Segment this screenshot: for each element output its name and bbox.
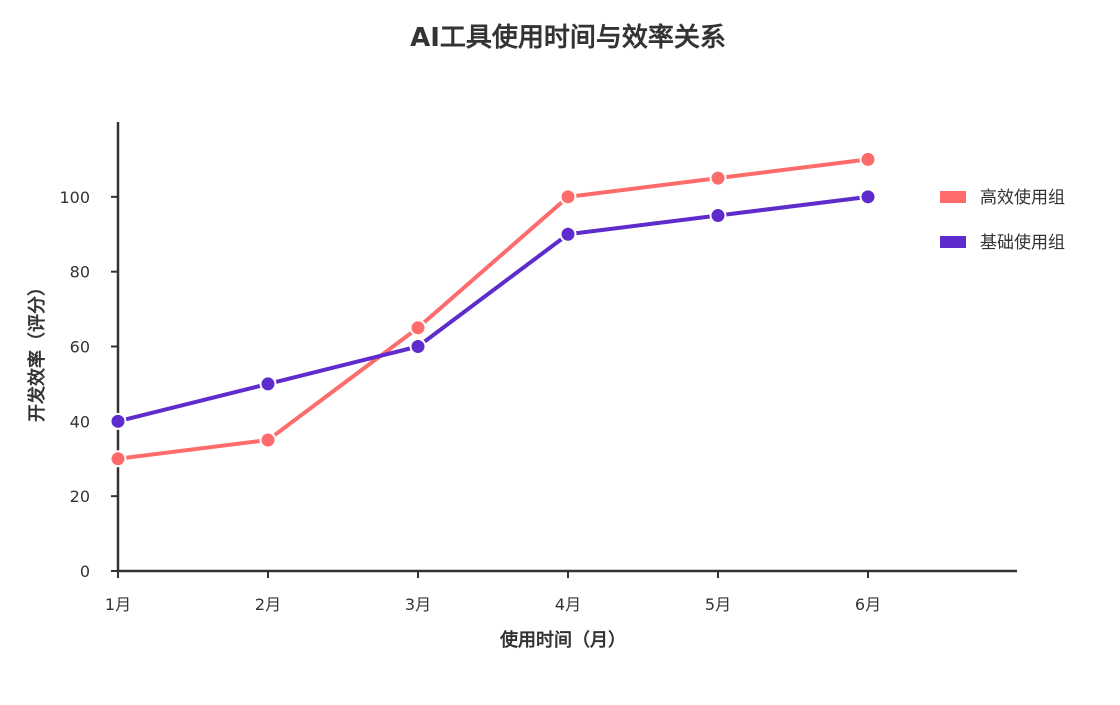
series-1 bbox=[116, 157, 870, 461]
y-tick-label: 0 bbox=[80, 562, 90, 581]
series-2-points[interactable] bbox=[109, 188, 877, 430]
legend-label: 高效使用组 bbox=[980, 187, 1065, 208]
x-tick-label: 2月 bbox=[255, 595, 281, 614]
y-axis-title: 开发效率（评分） bbox=[26, 278, 48, 422]
data-point[interactable] bbox=[559, 188, 577, 206]
series-layer bbox=[109, 150, 877, 468]
x-tick-label: 3月 bbox=[405, 595, 431, 614]
chart-title: AI工具使用时间与效率关系 bbox=[410, 22, 726, 53]
series-line bbox=[116, 194, 870, 424]
data-point[interactable] bbox=[409, 338, 427, 355]
y-tick-label: 40 bbox=[70, 412, 90, 431]
data-point[interactable] bbox=[709, 169, 727, 187]
series-1-points[interactable] bbox=[109, 150, 877, 468]
x-tick-label: 6月 bbox=[855, 595, 881, 614]
data-point[interactable] bbox=[859, 188, 877, 206]
legend-swatch bbox=[940, 191, 966, 203]
data-point[interactable] bbox=[709, 207, 727, 225]
data-point[interactable] bbox=[409, 319, 427, 337]
legend-item[interactable]: 高效使用组 bbox=[940, 187, 1065, 208]
legend-swatch bbox=[940, 236, 966, 248]
y-tick-label: 80 bbox=[70, 263, 90, 282]
data-point[interactable] bbox=[559, 225, 577, 243]
data-point[interactable] bbox=[259, 375, 277, 393]
data-point[interactable] bbox=[109, 412, 127, 430]
legend-item[interactable]: 基础使用组 bbox=[940, 232, 1065, 253]
legend-label: 基础使用组 bbox=[980, 232, 1065, 253]
y-axis-ticks: 0 20 40 60 80 100 bbox=[59, 188, 118, 581]
x-axis-ticks: 1月 2月 3月 4月 5月 6月 bbox=[105, 571, 881, 614]
y-tick-label: 20 bbox=[70, 487, 90, 506]
series-2 bbox=[116, 194, 870, 424]
series-line bbox=[116, 157, 870, 461]
y-tick-label: 60 bbox=[70, 338, 90, 357]
x-tick-label: 1月 bbox=[105, 595, 131, 614]
data-point[interactable] bbox=[859, 150, 877, 168]
data-point[interactable] bbox=[259, 431, 277, 449]
data-point[interactable] bbox=[109, 450, 127, 468]
x-axis-title: 使用时间（月） bbox=[499, 630, 626, 651]
y-tick-label: 100 bbox=[59, 188, 90, 207]
x-tick-label: 4月 bbox=[555, 595, 581, 614]
x-tick-label: 5月 bbox=[705, 595, 731, 614]
